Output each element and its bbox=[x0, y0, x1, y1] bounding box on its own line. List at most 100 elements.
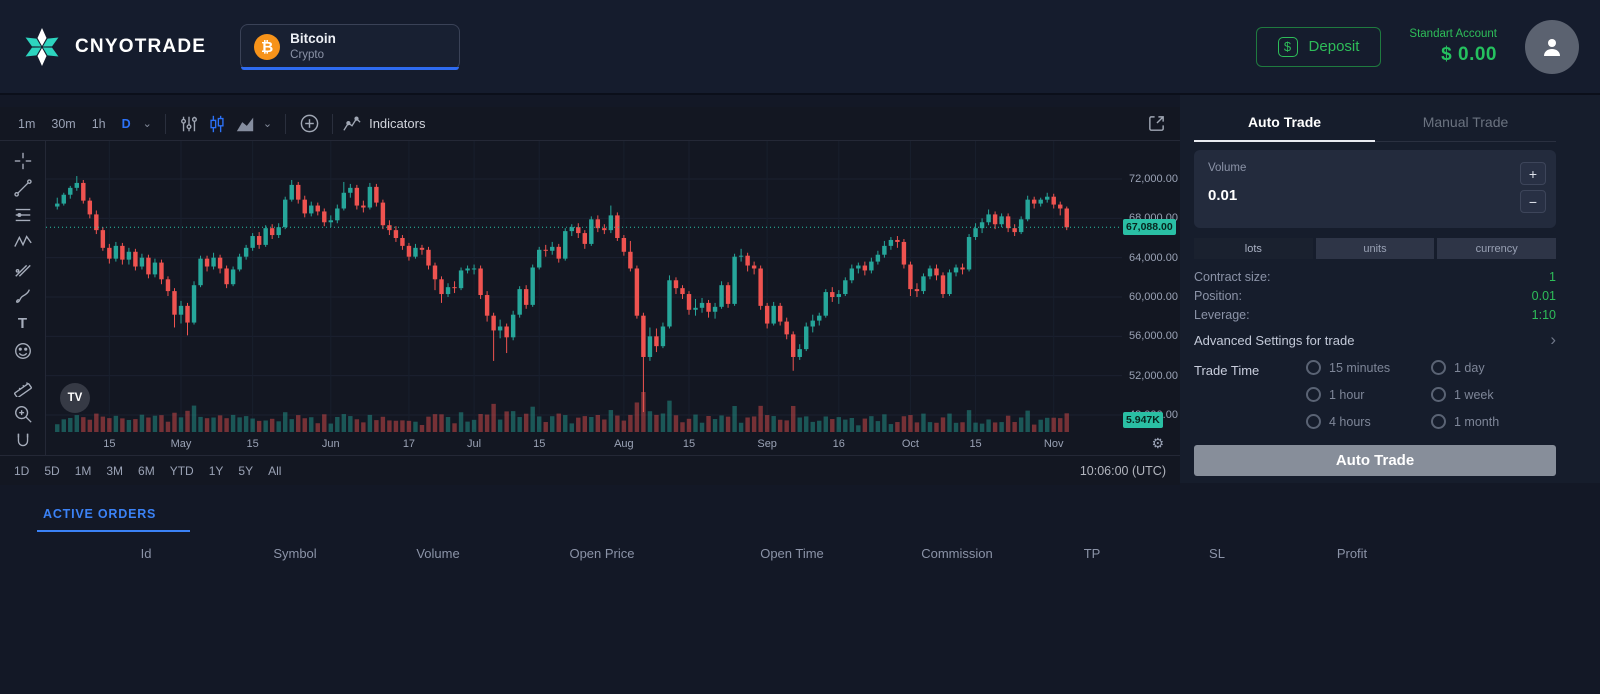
brush-tool-icon[interactable] bbox=[6, 283, 40, 310]
candlestick-chart[interactable] bbox=[46, 141, 1122, 433]
brand-name: CNYOTRADE bbox=[75, 35, 207, 57]
tab-manual-trade[interactable]: Manual Trade bbox=[1422, 114, 1509, 130]
trade-time-option-4-hours[interactable]: 4 hours bbox=[1306, 414, 1431, 429]
indicators-icon bbox=[343, 115, 361, 131]
magnet-tool-icon[interactable] bbox=[6, 428, 40, 455]
fullscreen-icon[interactable] bbox=[1142, 111, 1170, 137]
unit-button-units[interactable]: units bbox=[1315, 238, 1435, 259]
trade-time-option-15-minutes[interactable]: 15 minutes bbox=[1306, 360, 1431, 375]
range-1y[interactable]: 1Y bbox=[208, 463, 224, 478]
toolbar-divider bbox=[164, 113, 166, 134]
trade-time-option-1-day[interactable]: 1 day bbox=[1431, 360, 1556, 375]
range-1m[interactable]: 1M bbox=[74, 463, 92, 478]
info-row-leverage-: Leverage: 1:10 bbox=[1194, 305, 1556, 324]
range-group: 1D 5D 1M 3M 6M YTD 1Y 5Y All bbox=[14, 464, 296, 478]
range-all[interactable]: All bbox=[268, 463, 282, 478]
tradingview-logo[interactable]: TV bbox=[60, 383, 90, 413]
trendline-tool-icon[interactable] bbox=[6, 174, 40, 201]
trade-time-option-label: 1 week bbox=[1454, 387, 1494, 402]
range-6m[interactable]: 6M bbox=[138, 463, 155, 478]
volume-steppers: + − bbox=[1520, 162, 1546, 213]
price-axis-label: 52,000.00 bbox=[1129, 369, 1178, 382]
price-axis[interactable]: ⚙ 72,000.0068,000.0064,000.0060,000.0056… bbox=[1122, 141, 1180, 455]
trade-time-option-1-month[interactable]: 1 month bbox=[1431, 414, 1556, 429]
range-5d[interactable]: 5D bbox=[44, 463, 60, 478]
radio-icon bbox=[1431, 387, 1446, 402]
candlestick-style-icon[interactable] bbox=[203, 111, 231, 137]
range-ytd[interactable]: YTD bbox=[169, 463, 194, 478]
date-axis[interactable]: 15 May 15 Jun 17 Jul 15 Aug 15 Sep 16 Oct 15 Nov bbox=[46, 433, 1122, 455]
timeframe-30m[interactable]: 30m bbox=[51, 116, 76, 131]
axis-settings-gear-icon[interactable]: ⚙ bbox=[1151, 435, 1164, 451]
instrument-name: Bitcoin bbox=[290, 30, 336, 46]
area-style-icon[interactable] bbox=[231, 111, 259, 137]
trade-time-option-1-week[interactable]: 1 week bbox=[1431, 387, 1556, 402]
orders-column-volume: Volume bbox=[416, 546, 460, 561]
trade-time-option-label: 4 hours bbox=[1329, 414, 1371, 429]
timeframe-d[interactable]: D bbox=[121, 116, 131, 131]
advanced-settings-row[interactable]: Advanced Settings for trade › bbox=[1194, 330, 1556, 350]
date-axis-label: Jun bbox=[321, 438, 340, 450]
chart-clock[interactable]: 10:06:00 (UTC) bbox=[1079, 463, 1166, 478]
volume-card: Volume 0.01 + − bbox=[1194, 150, 1556, 228]
info-value: 1:10 bbox=[1531, 307, 1556, 322]
orders-column-tp: TP bbox=[1083, 546, 1101, 561]
drawing-tools-rail: T bbox=[0, 141, 46, 455]
date-axis-label: May bbox=[170, 438, 192, 450]
dollar-icon: $ bbox=[1277, 36, 1298, 57]
trade-time-option-label: 1 month bbox=[1454, 414, 1500, 429]
timeframe-dropdown-icon[interactable]: ⌄ bbox=[142, 118, 152, 130]
timeframe-1h[interactable]: 1h bbox=[91, 116, 106, 131]
compare-add-icon[interactable] bbox=[295, 111, 323, 137]
chart-footer: 1D 5D 1M 3M 6M YTD 1Y 5Y All 10:06:00 (UTC) bbox=[0, 455, 1180, 485]
orders-tabbar: ACTIVE ORDERS bbox=[0, 505, 1600, 532]
chart-settings-icon[interactable] bbox=[175, 111, 203, 137]
measure-tool-icon[interactable] bbox=[6, 373, 40, 400]
trade-time-option-label: 1 day bbox=[1454, 360, 1485, 375]
chart-style-dropdown-icon[interactable]: ⌄ bbox=[262, 118, 273, 130]
chart-body: T TV 15 May 15 Jun 17 Jul 15 Aug 15 Sep 16 Oct bbox=[0, 141, 1180, 455]
timeframe-1m[interactable]: 1m bbox=[18, 116, 36, 131]
tab-active-orders[interactable]: ACTIVE ORDERS bbox=[37, 507, 190, 532]
instrument-selector[interactable]: ₿ Bitcoin Crypto bbox=[240, 23, 461, 70]
date-axis-label: 15 bbox=[246, 438, 259, 450]
volume-value[interactable]: 0.01 bbox=[1208, 187, 1238, 204]
fib-lines-tool-icon[interactable] bbox=[6, 201, 40, 228]
pattern-tool-icon[interactable] bbox=[6, 229, 40, 256]
range-5y[interactable]: 5Y bbox=[238, 463, 254, 478]
info-label: Leverage: bbox=[1194, 307, 1250, 322]
volume-decrease-button[interactable]: − bbox=[1520, 190, 1546, 213]
zoom-tool-icon[interactable] bbox=[6, 401, 40, 428]
last-price-tag: 67,088.00 bbox=[1123, 219, 1176, 236]
trade-time-option-1-hour[interactable]: 1 hour bbox=[1306, 387, 1431, 402]
unit-button-lots[interactable]: lots bbox=[1194, 238, 1313, 259]
brand: CNYOTRADE bbox=[21, 26, 206, 68]
indicators-button[interactable]: Indicators bbox=[342, 115, 425, 133]
crosshair-tool-icon[interactable] bbox=[6, 147, 40, 174]
date-axis-label: 15 bbox=[533, 438, 546, 450]
date-axis-label: Jul bbox=[467, 438, 482, 450]
deposit-button[interactable]: $ Deposit bbox=[1255, 26, 1382, 67]
instrument-category: Crypto bbox=[290, 49, 325, 62]
volume-increase-button[interactable]: + bbox=[1520, 162, 1546, 185]
unit-button-currency[interactable]: currency bbox=[1437, 238, 1557, 259]
toolbar-divider bbox=[285, 113, 287, 134]
profile-button[interactable] bbox=[1525, 19, 1579, 74]
orders-column-open-price: Open Price bbox=[569, 546, 635, 561]
account-type: Standart Account bbox=[1409, 27, 1497, 40]
emoji-tool-icon[interactable] bbox=[6, 337, 40, 364]
unit-toggle-group: lots units currency bbox=[1194, 238, 1557, 259]
orders-column-commission: Commission bbox=[921, 546, 993, 561]
text-tool-icon[interactable]: T bbox=[17, 315, 28, 333]
date-axis-label: Nov bbox=[1043, 438, 1064, 450]
tab-auto-trade[interactable]: Auto Trade bbox=[1194, 107, 1375, 142]
date-axis-label: 15 bbox=[969, 438, 982, 450]
range-3m[interactable]: 3M bbox=[106, 463, 124, 478]
toolbar-divider bbox=[332, 113, 334, 134]
main-area: 1m 30m 1h D ⌄ ⌄ bbox=[0, 95, 1600, 485]
info-value: 0.01 bbox=[1531, 288, 1556, 303]
range-1d[interactable]: 1D bbox=[14, 463, 30, 478]
bitcoin-icon: ₿ bbox=[254, 33, 281, 60]
auto-trade-submit-button[interactable]: Auto Trade bbox=[1194, 445, 1556, 476]
channel-tool-icon[interactable] bbox=[6, 256, 40, 283]
